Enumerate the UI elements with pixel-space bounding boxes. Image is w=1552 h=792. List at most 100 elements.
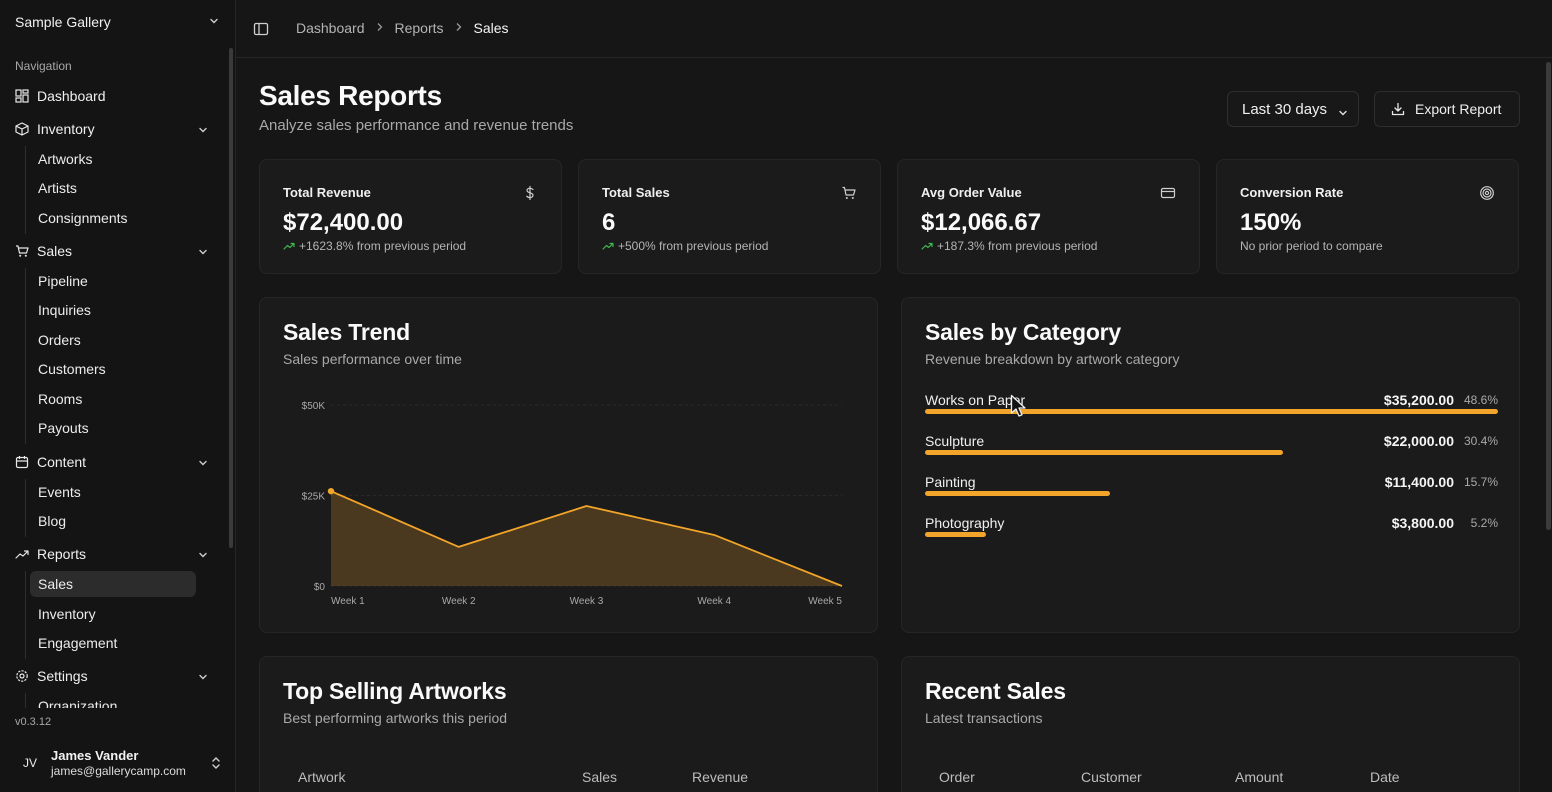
- column-header-sales[interactable]: Sales: [582, 769, 618, 785]
- sidebar-item-orders[interactable]: Orders: [38, 332, 81, 348]
- org-switcher[interactable]: Sample Gallery: [0, 0, 236, 44]
- sidebar-item-sales[interactable]: Sales: [8, 237, 216, 265]
- sidebar-item-reports-sales[interactable]: Sales: [30, 571, 196, 597]
- calendar-icon: [15, 455, 29, 469]
- stat-change-text: +1623.8% from previous period: [299, 239, 467, 253]
- sidebar: Sample Gallery Navigation Dashboard Inve…: [0, 0, 236, 792]
- submenu-line: [25, 571, 26, 659]
- sidebar-item-dashboard[interactable]: Dashboard: [8, 82, 216, 110]
- sidebar-item-inquiries[interactable]: Inquiries: [38, 302, 91, 318]
- x-tick-label: Week 5: [808, 596, 842, 607]
- sidebar-item-events[interactable]: Events: [38, 484, 81, 500]
- category-percent: 30.4%: [1463, 434, 1498, 448]
- category-bar: [925, 532, 987, 537]
- data-point: [327, 487, 335, 495]
- chevron-down-icon: [197, 123, 209, 139]
- x-tick-label: Week 2: [442, 596, 476, 607]
- stat-label: Total Revenue: [283, 185, 371, 200]
- sidebar-item-blog[interactable]: Blog: [38, 513, 67, 529]
- cart-icon: [841, 185, 857, 201]
- box-icon: [15, 122, 29, 136]
- trend-up-icon: [602, 242, 614, 250]
- category-row: Works on Paper $35,200.00 48.6%: [925, 392, 1498, 428]
- submenu-line: [25, 146, 26, 234]
- category-amount: $22,000.00: [1383, 433, 1454, 449]
- sidebar-toggle-icon[interactable]: [253, 21, 269, 37]
- breadcrumb-reports[interactable]: Reports: [394, 20, 444, 36]
- sidebar-item-pipeline[interactable]: Pipeline: [38, 273, 88, 289]
- submenu-line: [25, 693, 26, 708]
- sales-trend-chart: $0 $25K $50K Week 1 Week 2 Week 3 Week 4 Week 5: [302, 401, 843, 607]
- sidebar-item-payouts[interactable]: Payouts: [38, 420, 89, 436]
- target-icon: [1479, 185, 1495, 201]
- main-content: Dashboard Reports Sales Sales Reports An…: [236, 0, 1552, 792]
- category-percent: 15.7%: [1463, 475, 1498, 489]
- category-percent: 48.6%: [1463, 393, 1498, 407]
- stat-label: Avg Order Value: [921, 185, 1022, 200]
- sales-by-category-card: Sales by Category Revenue breakdown by a…: [901, 297, 1520, 633]
- breadcrumb-dashboard[interactable]: Dashboard: [296, 20, 365, 36]
- sidebar-scrollbar[interactable]: [229, 48, 233, 548]
- sidebar-item-rooms[interactable]: Rooms: [38, 391, 83, 407]
- card-title: Sales by Category: [925, 319, 1122, 345]
- submenu-line: [25, 479, 26, 537]
- trending-up-icon: [15, 547, 29, 561]
- sidebar-item-consignments[interactable]: Consignments: [38, 210, 128, 226]
- topbar: Dashboard Reports Sales: [236, 0, 1552, 58]
- column-header-date[interactable]: Date: [1370, 769, 1400, 785]
- page-subtitle: Analyze sales performance and revenue tr…: [259, 117, 574, 134]
- sidebar-item-settings[interactable]: Settings: [8, 662, 216, 690]
- sidebar-item-inventory[interactable]: Inventory: [8, 115, 216, 143]
- sidebar-item-reports-engagement[interactable]: Engagement: [38, 635, 118, 651]
- category-row: Painting $11,400.00 15.7%: [925, 474, 1498, 510]
- chevron-down-icon: [197, 245, 209, 261]
- sidebar-item-organization[interactable]: Organization: [38, 698, 118, 708]
- column-header-revenue[interactable]: Revenue: [692, 769, 749, 785]
- card-title: Recent Sales: [925, 678, 1066, 704]
- export-report-label: Export Report: [1415, 101, 1502, 117]
- breadcrumb: Dashboard Reports Sales: [296, 20, 509, 36]
- card-subtitle: Sales performance over time: [283, 351, 462, 367]
- column-header-amount[interactable]: Amount: [1235, 769, 1284, 785]
- sidebar-item-customers[interactable]: Customers: [38, 361, 106, 377]
- stat-card-total-sales: Total Sales 6 +500% from previous period: [578, 159, 881, 274]
- sidebar-item-reports[interactable]: Reports: [8, 540, 216, 568]
- sidebar-item-label: Content: [37, 454, 87, 470]
- column-header-artwork[interactable]: Artwork: [298, 769, 346, 785]
- mouse-cursor-icon: [1010, 394, 1028, 425]
- category-name: Painting: [925, 474, 976, 490]
- sidebar-item-artworks[interactable]: Artworks: [38, 151, 93, 167]
- date-range-select[interactable]: Last 30 days: [1227, 91, 1359, 127]
- stat-change: +1623.8% from previous period: [283, 239, 466, 253]
- dashboard-icon: [15, 89, 29, 103]
- chevron-right-icon: [455, 21, 463, 35]
- category-amount: $11,400.00: [1384, 474, 1454, 490]
- sidebar-item-reports-inventory[interactable]: Inventory: [38, 606, 96, 622]
- stat-change-text: No prior period to compare: [1240, 239, 1383, 253]
- dollar-icon: [522, 185, 538, 201]
- sidebar-item-artists[interactable]: Artists: [38, 180, 77, 196]
- credit-card-icon: [1160, 185, 1176, 201]
- sidebar-item-label: Dashboard: [37, 88, 106, 104]
- chevron-down-icon: [197, 670, 209, 686]
- chevron-up-down-icon: [210, 755, 222, 776]
- chevron-down-icon: [197, 548, 209, 564]
- stat-change-text: +500% from previous period: [618, 239, 769, 253]
- x-tick-label: Week 3: [570, 596, 604, 607]
- submenu-line: [25, 268, 26, 444]
- category-name: Photography: [925, 515, 1005, 531]
- export-report-button[interactable]: Export Report: [1374, 91, 1520, 127]
- sidebar-item-content[interactable]: Content: [8, 448, 216, 476]
- y-tick-label: $25K: [302, 492, 326, 503]
- stat-change: +187.3% from previous period: [921, 239, 1097, 253]
- user-menu[interactable]: JV James Vander james@gallerycamp.com: [8, 740, 228, 786]
- main-scrollbar[interactable]: [1546, 62, 1551, 530]
- org-name: Sample Gallery: [15, 14, 111, 30]
- user-email: james@gallerycamp.com: [51, 764, 186, 778]
- column-header-order[interactable]: Order: [939, 769, 975, 785]
- sidebar-item-label: Inventory: [37, 121, 95, 137]
- stat-change: No prior period to compare: [1240, 239, 1383, 253]
- category-percent: 5.2%: [1470, 516, 1498, 530]
- column-header-customer[interactable]: Customer: [1081, 769, 1142, 785]
- category-name: Works on Paper: [925, 392, 1026, 408]
